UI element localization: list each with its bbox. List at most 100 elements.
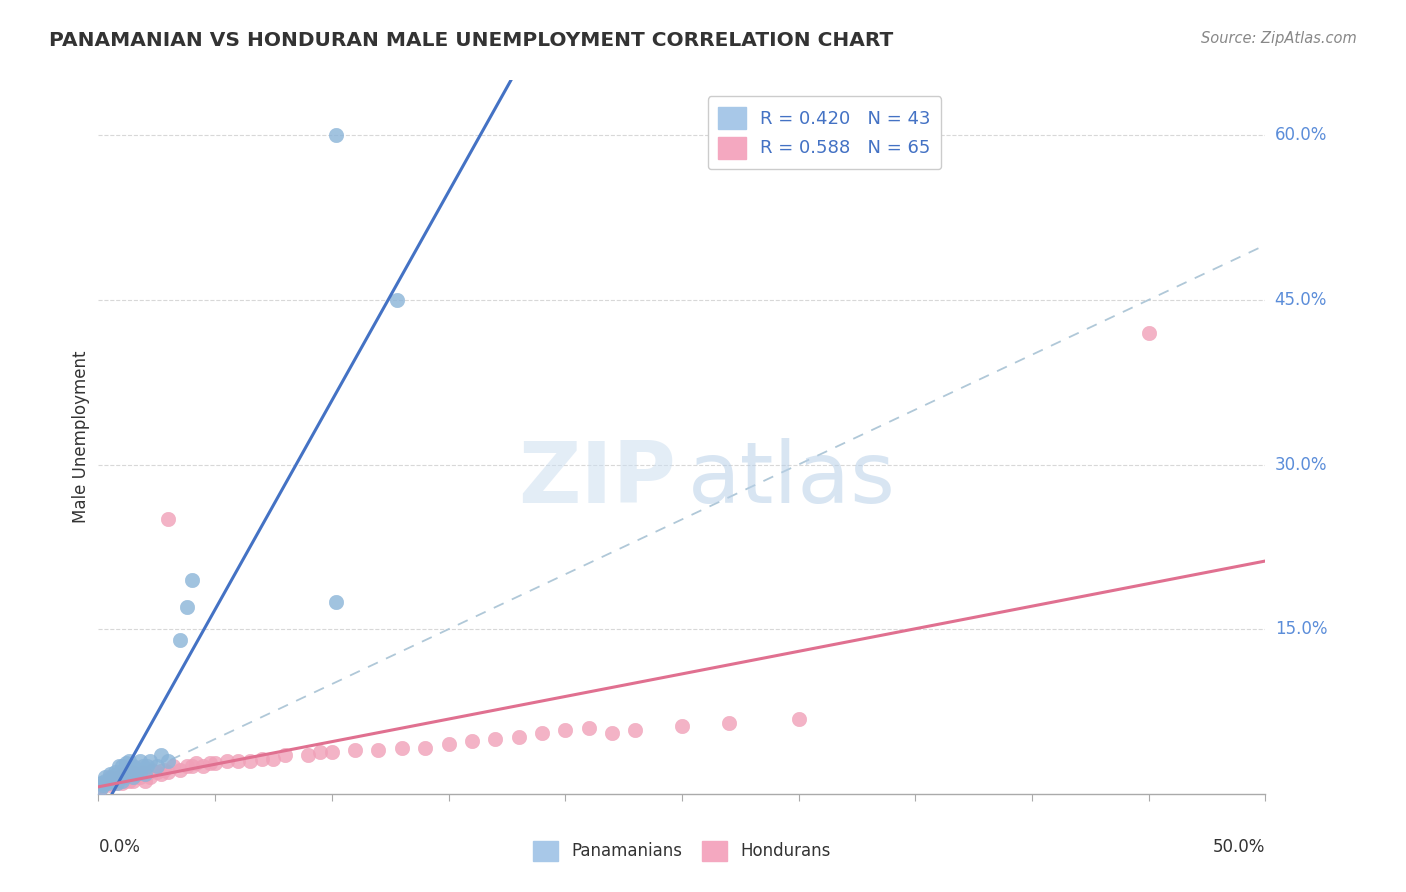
Point: [530, 726, 553, 740]
Point: [90, 781, 112, 796]
Point: [129, 771, 152, 785]
Point: [122, 773, 145, 788]
Point: [129, 764, 152, 779]
Point: [193, 759, 215, 773]
Point: [717, 715, 740, 730]
Point: [108, 759, 131, 773]
Point: [115, 771, 138, 785]
Point: [122, 771, 145, 785]
Point: [105, 776, 128, 790]
Point: [250, 752, 273, 766]
Point: [97, 776, 120, 790]
Point: [150, 748, 173, 763]
Text: ZIP: ZIP: [519, 438, 676, 522]
Point: [139, 754, 162, 768]
Point: [180, 573, 202, 587]
Point: [146, 764, 169, 779]
Point: [186, 756, 208, 771]
Point: [98, 771, 121, 785]
Point: [111, 776, 134, 790]
Point: [108, 771, 131, 785]
Point: [104, 764, 127, 779]
Point: [508, 730, 530, 744]
Point: [141, 763, 163, 777]
Point: [105, 776, 128, 790]
Point: [600, 726, 623, 740]
Point: [98, 773, 121, 788]
Point: [391, 740, 413, 755]
Point: [97, 773, 120, 788]
Text: 15.0%: 15.0%: [1275, 620, 1327, 638]
Text: atlas: atlas: [688, 438, 896, 522]
Point: [101, 771, 124, 785]
Point: [112, 773, 135, 788]
Point: [105, 767, 128, 781]
Point: [115, 756, 138, 771]
Point: [180, 759, 202, 773]
Point: [112, 763, 135, 777]
Point: [122, 764, 145, 779]
Point: [112, 771, 135, 785]
Point: [157, 512, 180, 526]
Point: [125, 767, 148, 781]
Point: [111, 759, 134, 773]
Point: [624, 723, 647, 738]
Point: [134, 773, 156, 788]
Point: [344, 743, 367, 757]
Point: [578, 721, 600, 735]
Text: 60.0%: 60.0%: [1275, 126, 1327, 145]
Point: [139, 771, 162, 785]
Point: [132, 759, 155, 773]
Point: [671, 719, 693, 733]
Point: [325, 595, 347, 609]
Point: [787, 712, 810, 726]
Legend: Panamanians, Hondurans: Panamanians, Hondurans: [526, 834, 838, 868]
Point: [176, 600, 198, 615]
Point: [239, 754, 262, 768]
Point: [111, 767, 134, 781]
Point: [157, 764, 180, 779]
Point: [136, 767, 159, 781]
Point: [152, 763, 174, 777]
Point: [157, 754, 180, 768]
Point: [104, 773, 127, 788]
Point: [554, 723, 576, 738]
Point: [437, 738, 460, 752]
Point: [118, 754, 141, 768]
Text: Source: ZipAtlas.com: Source: ZipAtlas.com: [1201, 31, 1357, 46]
Point: [90, 776, 112, 790]
Y-axis label: Male Unemployment: Male Unemployment: [72, 351, 90, 524]
Point: [108, 771, 131, 785]
Point: [162, 759, 184, 773]
Point: [129, 754, 152, 768]
Point: [262, 752, 284, 766]
Point: [200, 756, 222, 771]
Point: [94, 771, 117, 785]
Point: [111, 767, 134, 781]
Point: [413, 740, 436, 755]
Point: [169, 763, 191, 777]
Point: [215, 754, 238, 768]
Point: [1137, 326, 1160, 340]
Point: [309, 745, 332, 759]
Point: [204, 756, 226, 771]
Point: [132, 764, 155, 779]
Point: [228, 754, 250, 768]
Text: PANAMANIAN VS HONDURAN MALE UNEMPLOYMENT CORRELATION CHART: PANAMANIAN VS HONDURAN MALE UNEMPLOYMENT…: [49, 31, 893, 50]
Point: [115, 767, 138, 781]
Point: [120, 767, 142, 781]
Point: [98, 767, 121, 781]
Point: [94, 776, 117, 790]
Point: [321, 745, 343, 759]
Point: [169, 633, 191, 648]
Point: [118, 764, 141, 779]
Point: [90, 781, 112, 796]
Point: [297, 748, 319, 763]
Point: [484, 731, 506, 746]
Point: [325, 128, 347, 143]
Text: 30.0%: 30.0%: [1275, 456, 1327, 474]
Point: [91, 778, 114, 792]
Point: [122, 759, 145, 773]
Point: [136, 759, 159, 773]
Point: [461, 734, 484, 748]
